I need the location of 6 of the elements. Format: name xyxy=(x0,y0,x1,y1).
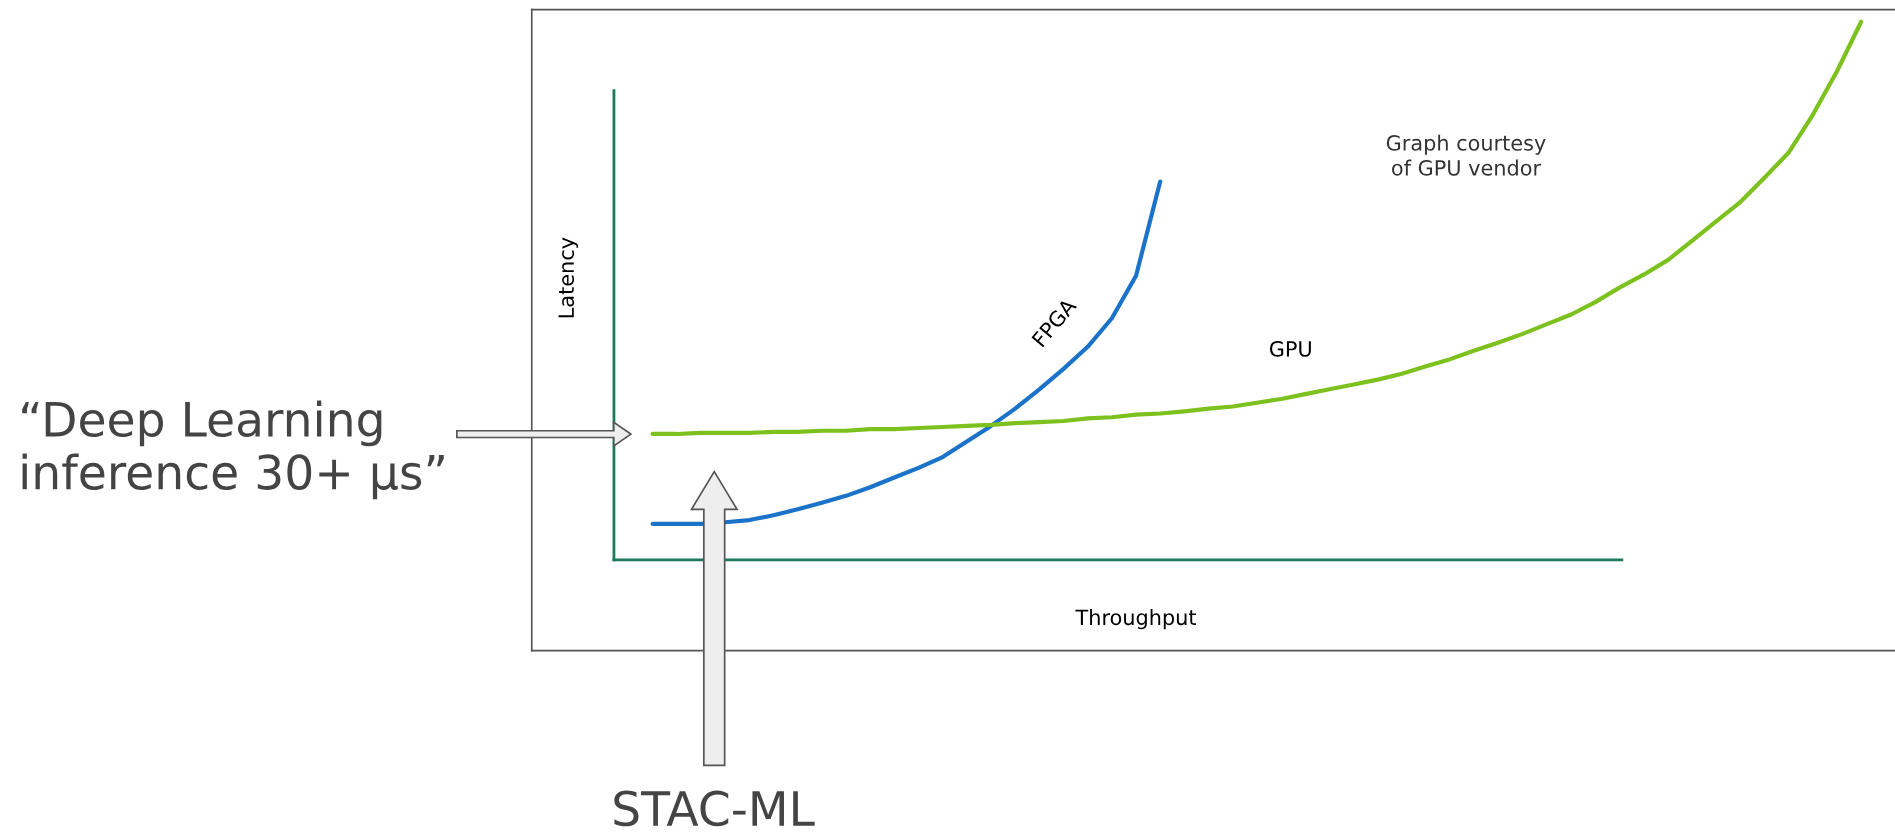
x-axis-title: Throughput xyxy=(1075,609,1197,630)
text: STAC-ML xyxy=(614,790,815,827)
annotation: Graph courtesy of GPU vendor xyxy=(1386,134,1546,176)
y-axis-title: Latency xyxy=(558,237,579,318)
series-label: GPU xyxy=(1269,340,1311,357)
text: “Deep Learning inference 30+ µs” xyxy=(22,400,444,500)
